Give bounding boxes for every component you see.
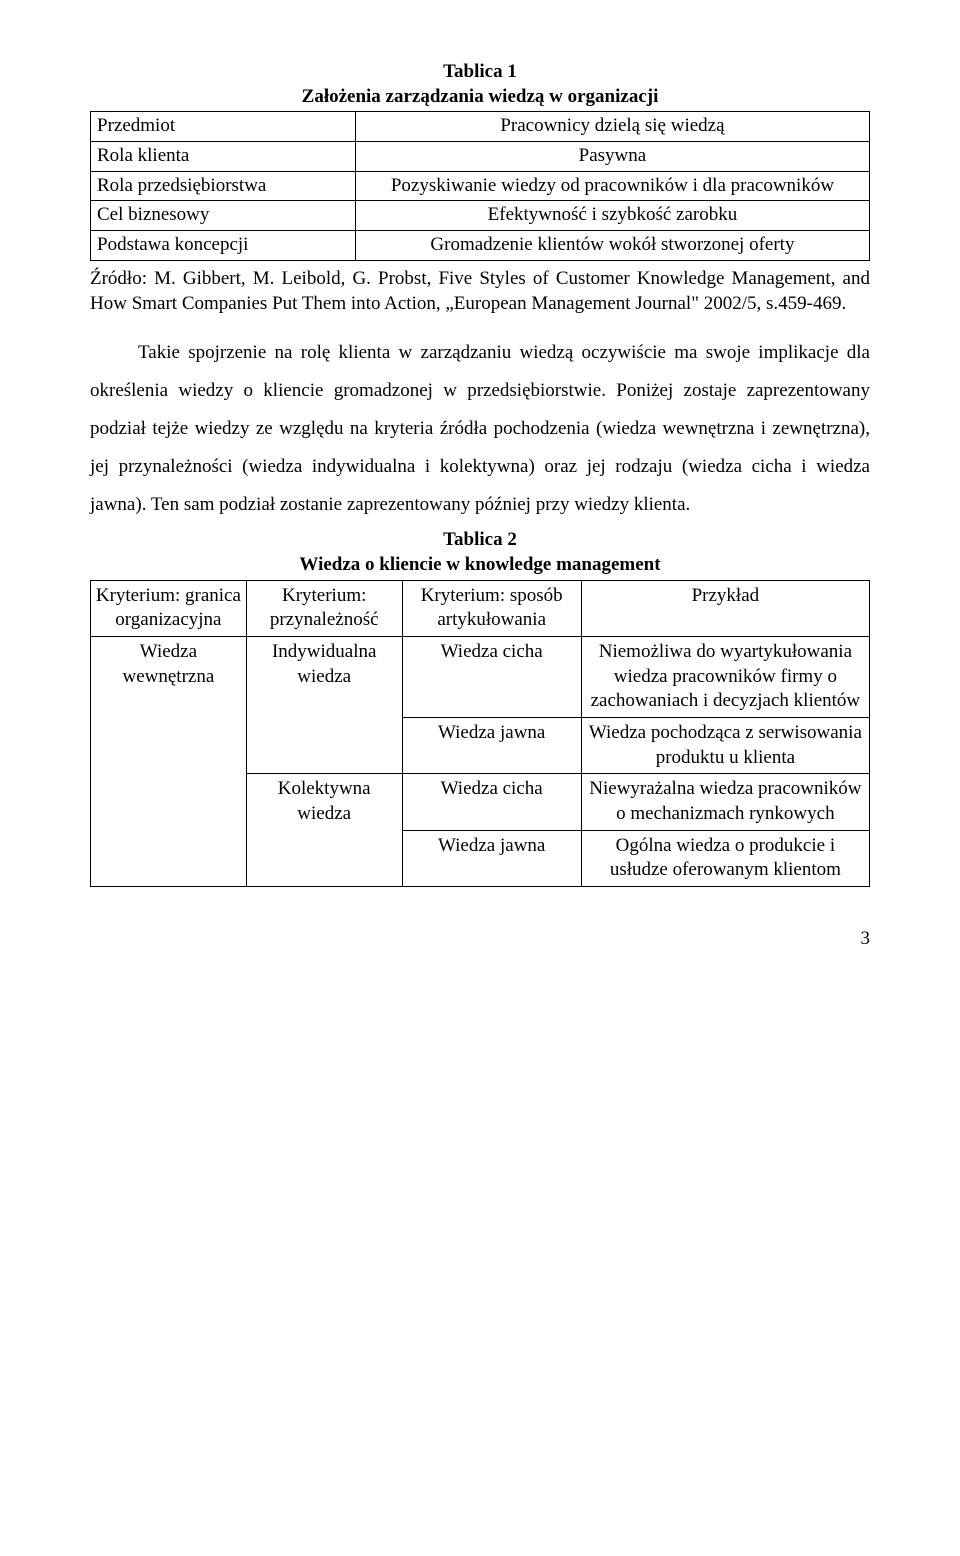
table2-caption-line1: Tablica 2 — [90, 528, 870, 553]
table1-label: Rola przedsiębiorstwa — [91, 171, 356, 201]
table2-header: Kryterium: sposób artykułowania — [402, 580, 581, 636]
page-number: 3 — [90, 927, 870, 952]
table2-cell: Wiedza cicha — [402, 636, 581, 717]
table1-source: Źródło: M. Gibbert, M. Leibold, G. Probs… — [90, 267, 870, 316]
table2: Kryterium: granica organizacyjna Kryteri… — [90, 580, 870, 888]
table2-cell: Wiedza pochodząca z serwisowania produkt… — [581, 718, 869, 774]
table-row: Cel biznesowy Efektywność i szybkość zar… — [91, 201, 870, 231]
table2-header: Kryterium: granica organizacyjna — [91, 580, 247, 636]
table1: Przedmiot Pracownicy dzielą się wiedzą R… — [90, 111, 870, 260]
table2-cell: Wiedza jawna — [402, 718, 581, 774]
table1-label: Podstawa koncepcji — [91, 231, 356, 261]
table-row: Rola przedsiębiorstwa Pozyskiwanie wiedz… — [91, 171, 870, 201]
table-row: Podstawa koncepcji Gromadzenie klientów … — [91, 231, 870, 261]
table1-label: Rola klienta — [91, 142, 356, 172]
table2-header: Przykład — [581, 580, 869, 636]
table2-cell: Ogólna wiedza o produkcie i usłudze ofer… — [581, 830, 869, 886]
table-row: Kryterium: granica organizacyjna Kryteri… — [91, 580, 870, 636]
table2-caption-line2: Wiedza o kliencie w knowledge management — [90, 553, 870, 578]
table1-value: Gromadzenie klientów wokół stworzonej of… — [355, 231, 869, 261]
table1-value: Pasywna — [355, 142, 869, 172]
table1-value: Pracownicy dzielą się wiedzą — [355, 112, 869, 142]
table1-caption-line1: Tablica 1 — [90, 60, 870, 85]
table2-header: Kryterium: przynależność — [246, 580, 402, 636]
table2-cell: Niewyrażalna wiedza pracowników o mechan… — [581, 774, 869, 830]
table1-value: Pozyskiwanie wiedzy od pracowników i dla… — [355, 171, 869, 201]
table2-cell: Wiedza wewnętrzna — [91, 636, 247, 886]
table1-caption-line2: Założenia zarządzania wiedzą w organizac… — [90, 85, 870, 110]
table2-cell: Wiedza jawna — [402, 830, 581, 886]
table-row: Wiedza wewnętrzna Indywidualna wiedza Wi… — [91, 636, 870, 717]
table1-value: Efektywność i szybkość zarobku — [355, 201, 869, 231]
table2-cell: Wiedza cicha — [402, 774, 581, 830]
body-paragraph: Takie spojrzenie na rolę klienta w zarzą… — [90, 334, 870, 524]
table2-cell: Niemożliwa do wyartykułowania wiedza pra… — [581, 636, 869, 717]
table1-label: Cel biznesowy — [91, 201, 356, 231]
table-row: Przedmiot Pracownicy dzielą się wiedzą — [91, 112, 870, 142]
table1-label: Przedmiot — [91, 112, 356, 142]
table-row: Rola klienta Pasywna — [91, 142, 870, 172]
table2-cell: Indywidualna wiedza — [246, 636, 402, 773]
table2-cell: Kolektywna wiedza — [246, 774, 402, 887]
